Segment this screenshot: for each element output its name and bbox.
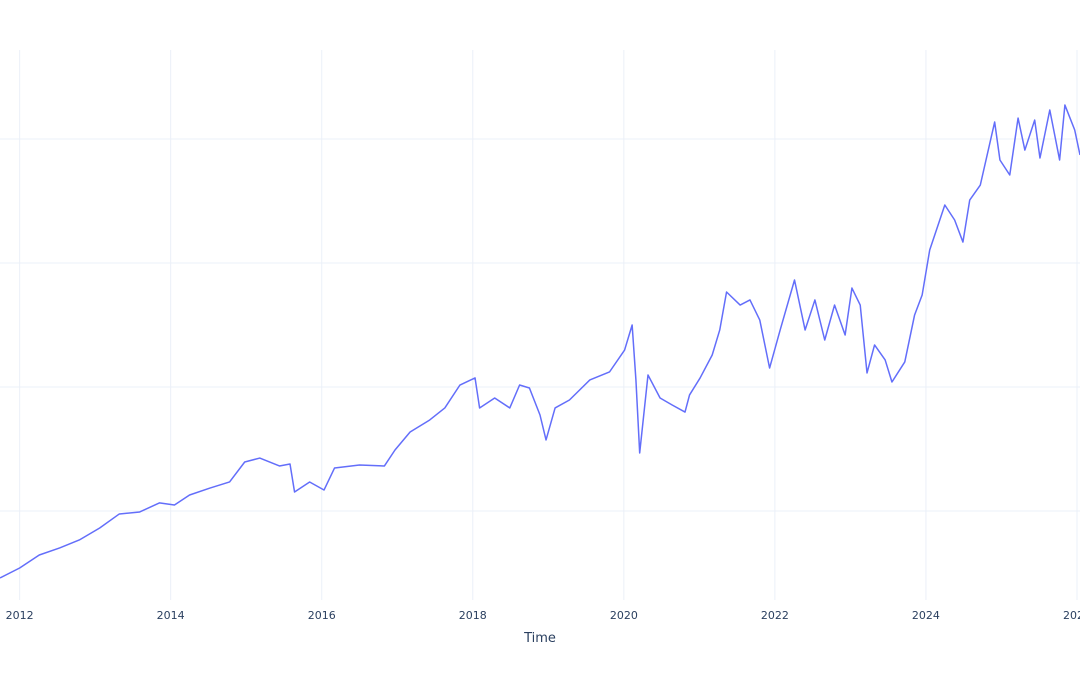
- x-tick-label: 2016: [308, 609, 336, 622]
- line-series: [0, 104, 1080, 579]
- x-tick-label: 2018: [459, 609, 487, 622]
- x-tick-label: 2020: [610, 609, 638, 622]
- x-tick-label: 2022: [761, 609, 789, 622]
- x-tick-label: 2014: [157, 609, 185, 622]
- x-axis-title: Time: [523, 631, 556, 646]
- x-tick-label: 2012: [6, 609, 34, 622]
- x-tick-label: 2026: [1063, 609, 1080, 622]
- x-tick-label: 2024: [912, 609, 940, 622]
